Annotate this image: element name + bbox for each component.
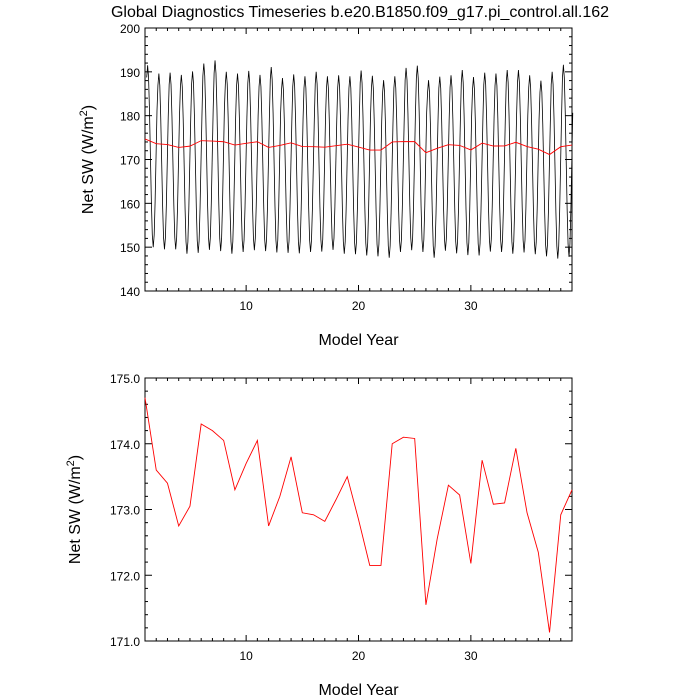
- x-tick-label: 30: [464, 299, 478, 313]
- y-axis-label-text: Net SW (W/m: [67, 466, 84, 564]
- x-tick-label: 20: [352, 649, 366, 663]
- y-axis-label-superscript: 2: [78, 110, 90, 116]
- x-axis-label: Model Year: [318, 332, 399, 349]
- monthly-series-line: [146, 60, 574, 259]
- y-tick-label: 140: [120, 285, 140, 299]
- y-axis-label-superscript: 2: [65, 460, 77, 466]
- x-tick-label: 10: [239, 299, 253, 313]
- y-axis-label: Net SW (W/m2): [65, 455, 84, 564]
- y-tick-label: 173.0: [110, 504, 140, 518]
- x-tick-label: 20: [352, 299, 366, 313]
- y-tick-label: 160: [120, 197, 140, 211]
- annual-mean-series-line: [144, 397, 573, 633]
- y-axis-label-close: ): [67, 455, 84, 460]
- y-axis-label-text: Net SW (W/m: [80, 116, 97, 214]
- y-axis-label: Net SW (W/m2): [78, 105, 97, 214]
- y-tick-label: 180: [120, 110, 140, 124]
- y-tick-label: 190: [120, 66, 140, 80]
- y-tick-label: 171.0: [110, 635, 140, 649]
- y-tick-label: 175.0: [110, 372, 140, 386]
- y-tick-label: 172.0: [110, 569, 140, 583]
- x-tick-label: 30: [464, 649, 478, 663]
- annual-mean-series-line: [144, 138, 573, 156]
- bottom-panel: 10 20 30 171.0 172.0 173.0 174.0 175.0 Model Yea…: [65, 372, 573, 699]
- y-tick-label: 174.0: [110, 438, 140, 452]
- x-axis-label: Model Year: [318, 682, 399, 699]
- chart-title: Global Diagnostics Timeseries b.e20.B185…: [111, 4, 609, 21]
- x-tick-label: 10: [239, 649, 253, 663]
- top-panel: 10 20 30 140 150 160 170 180 190 200 Model Year Net…: [78, 22, 574, 349]
- y-tick-label: 200: [120, 22, 140, 36]
- y-tick-label: 150: [120, 241, 140, 255]
- plot-frame: [144, 377, 573, 642]
- y-tick-label: 170: [120, 154, 140, 168]
- y-axis-label-close: ): [80, 105, 97, 110]
